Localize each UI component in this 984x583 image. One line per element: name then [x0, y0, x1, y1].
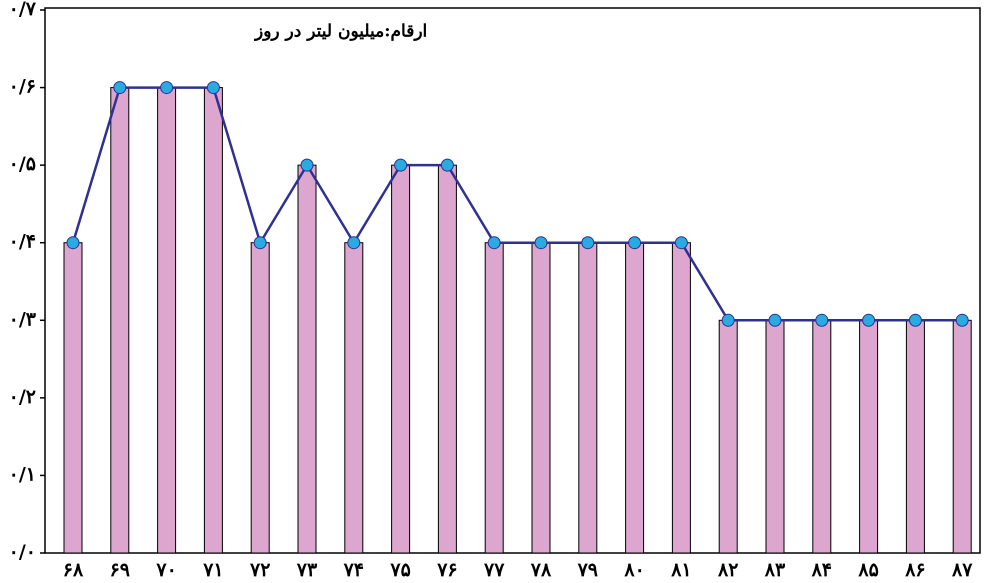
- x-tick-label: ۷۲: [249, 559, 270, 581]
- line-marker: [815, 313, 829, 327]
- x-tick-label: ۸۱: [670, 559, 691, 581]
- x-tick-label: ۷۰: [155, 559, 176, 581]
- line-marker: [721, 313, 735, 327]
- bar: [905, 319, 925, 554]
- bar: [297, 164, 317, 554]
- bar: [157, 87, 177, 554]
- x-tick-label: ۸۷: [951, 559, 973, 581]
- x-tick-label: ۸۴: [811, 559, 832, 581]
- line-marker: [487, 236, 501, 250]
- plot-frame: [44, 7, 981, 554]
- bar: [110, 87, 130, 554]
- y-tick-label: ۰/۳: [9, 308, 37, 330]
- line-marker: [581, 236, 595, 250]
- x-tick-label: ۷۶: [436, 559, 457, 581]
- x-tick-label: ۶۹: [110, 559, 130, 581]
- x-tick-label: ۸۲: [717, 559, 738, 581]
- bar: [437, 164, 457, 554]
- bar: [531, 242, 551, 554]
- bar: [625, 242, 645, 554]
- x-tick-label: ۸۶: [904, 559, 925, 581]
- y-tick-label: ۰/۷: [9, 0, 37, 20]
- bar: [671, 242, 691, 554]
- line-marker: [206, 81, 220, 95]
- bar: [765, 319, 785, 554]
- y-tick-label: ۰/۵: [9, 153, 36, 175]
- line-marker: [347, 236, 361, 250]
- x-tick-label: ۷۷: [483, 559, 505, 581]
- x-tick-label: ۷۸: [530, 559, 552, 581]
- y-tick-label: ۰/۰: [9, 541, 36, 563]
- x-tick-label: ۶۸: [63, 559, 84, 581]
- x-tick-label: ۸۰: [623, 559, 644, 581]
- line-marker: [394, 158, 408, 172]
- bar: [859, 319, 879, 554]
- line-marker: [628, 236, 642, 250]
- y-tick-label: ۰/۴: [9, 231, 36, 253]
- line-marker: [160, 81, 174, 95]
- bar: [344, 242, 364, 554]
- bar: [250, 242, 270, 554]
- line-marker: [300, 158, 314, 172]
- bar: [812, 319, 832, 554]
- x-tick-label: ۷۹: [577, 559, 598, 581]
- line-marker: [113, 81, 127, 95]
- x-tick-label: ۷۴: [343, 559, 364, 581]
- x-tick-label: ۸۳: [764, 559, 786, 581]
- bar: [718, 319, 738, 554]
- line-marker: [253, 236, 267, 250]
- bar: [952, 319, 972, 554]
- y-tick-label: ۰/۶: [9, 76, 36, 98]
- bar: [578, 242, 598, 554]
- bar: [63, 242, 83, 554]
- chart-title: ارقام:میلیون لیتر در روز: [253, 22, 427, 42]
- bar: [484, 242, 504, 554]
- line-marker: [908, 313, 922, 327]
- line-marker: [862, 313, 876, 327]
- line-marker: [66, 236, 80, 250]
- x-tick-label: ۷۳: [296, 559, 318, 581]
- line-marker: [440, 158, 454, 172]
- bar: [203, 87, 223, 554]
- line-marker: [768, 313, 782, 327]
- line-marker: [534, 236, 548, 250]
- bar: [391, 164, 411, 554]
- x-tick-label: ۷۱: [202, 559, 223, 581]
- y-tick-label: ۰/۱: [9, 463, 36, 485]
- line-marker: [955, 313, 969, 327]
- y-tick-label: ۰/۲: [9, 386, 36, 408]
- line-marker: [674, 236, 688, 250]
- x-tick-label: ۸۵: [857, 559, 878, 581]
- trend-line: [71, 86, 963, 322]
- x-tick-label: ۷۵: [389, 559, 410, 581]
